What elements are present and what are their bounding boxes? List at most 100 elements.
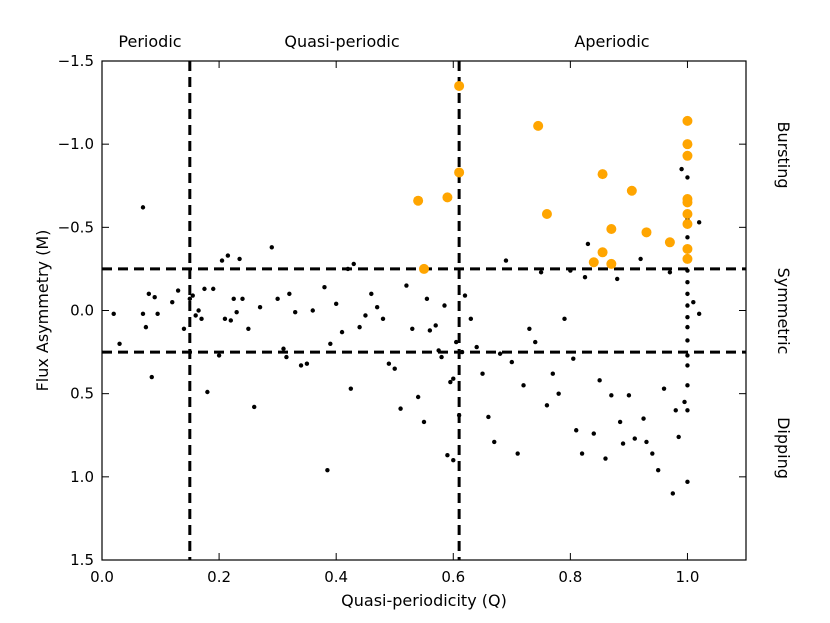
data-point xyxy=(544,403,550,408)
data-point xyxy=(196,308,201,313)
data-point xyxy=(424,296,430,302)
data-point xyxy=(574,428,579,433)
data-point xyxy=(685,363,690,368)
data-point xyxy=(650,451,655,456)
data-point xyxy=(310,308,315,313)
region-label-quasi-periodic: Quasi-periodic xyxy=(284,32,399,51)
data-point xyxy=(685,353,690,358)
data-point xyxy=(696,220,702,225)
data-point xyxy=(205,389,210,395)
data-point xyxy=(568,268,573,273)
data-point xyxy=(202,286,207,292)
data-point xyxy=(117,341,122,346)
data-point xyxy=(252,404,257,410)
data-point xyxy=(685,235,690,240)
data-point xyxy=(571,356,576,361)
data-point xyxy=(190,293,195,298)
x-axis-label: Quasi-periodicity (Q) xyxy=(341,591,507,610)
data-point xyxy=(146,291,152,297)
burster-point xyxy=(664,237,675,248)
data-point xyxy=(509,359,515,365)
data-point xyxy=(380,316,386,322)
burster-point xyxy=(588,257,599,268)
data-point xyxy=(404,283,409,288)
y-tick-label: 1.5 xyxy=(70,551,94,569)
data-point xyxy=(480,371,485,376)
data-point xyxy=(617,419,623,425)
data-point xyxy=(670,491,676,496)
data-point xyxy=(298,363,304,368)
data-point xyxy=(644,439,649,445)
data-point xyxy=(685,383,690,388)
data-point xyxy=(451,376,456,381)
data-point xyxy=(667,270,673,275)
data-point xyxy=(225,253,231,258)
data-point xyxy=(442,303,447,308)
data-point xyxy=(140,205,146,210)
data-point xyxy=(685,479,690,485)
data-point xyxy=(521,383,526,388)
region-label-bursting: Bursting xyxy=(774,121,793,188)
data-point xyxy=(597,378,602,383)
data-point xyxy=(281,346,286,351)
data-point xyxy=(392,366,397,371)
burster-point xyxy=(682,115,693,126)
data-point xyxy=(456,413,462,418)
data-point xyxy=(550,371,555,376)
data-point xyxy=(293,309,298,315)
region-label-symmetric: Symmetric xyxy=(774,268,793,355)
data-point xyxy=(421,419,427,425)
data-point xyxy=(240,296,245,302)
data-point xyxy=(685,408,690,413)
data-point xyxy=(216,353,222,358)
burster-point xyxy=(682,150,693,161)
data-point xyxy=(459,349,465,355)
burster-point xyxy=(533,120,544,131)
burster-point xyxy=(682,219,693,230)
data-point xyxy=(556,391,561,396)
data-point xyxy=(410,326,415,331)
data-point xyxy=(655,467,661,473)
data-point xyxy=(603,456,608,461)
data-point xyxy=(632,436,637,441)
burster-point xyxy=(454,167,465,178)
data-point xyxy=(398,406,403,411)
data-point xyxy=(439,354,444,360)
burster-point xyxy=(682,139,693,150)
y-tick-label: −1.0 xyxy=(58,135,94,153)
points-layer xyxy=(111,80,702,496)
data-point xyxy=(696,311,702,317)
data-point xyxy=(175,288,181,293)
data-point xyxy=(641,416,646,421)
data-point xyxy=(454,339,459,345)
data-point xyxy=(445,453,450,458)
burster-point xyxy=(606,258,617,269)
burster-point xyxy=(682,253,693,264)
data-point xyxy=(369,291,374,297)
data-point xyxy=(427,328,433,333)
data-point xyxy=(620,441,626,446)
data-point xyxy=(579,451,585,456)
data-point xyxy=(436,348,441,353)
data-point xyxy=(231,296,236,302)
burster-point xyxy=(682,197,693,208)
data-point xyxy=(685,268,690,273)
data-point xyxy=(187,296,193,302)
data-point xyxy=(661,386,667,391)
burster-point xyxy=(541,209,552,220)
data-point xyxy=(676,434,681,440)
data-point xyxy=(304,361,310,366)
data-point xyxy=(462,293,468,298)
data-point xyxy=(451,458,456,463)
data-point xyxy=(468,316,474,322)
data-point xyxy=(679,166,684,172)
data-point xyxy=(333,301,339,307)
burster-point xyxy=(597,169,608,180)
data-point xyxy=(497,351,503,356)
data-point xyxy=(685,303,690,308)
data-point xyxy=(527,326,532,331)
data-point xyxy=(228,318,233,323)
burster-point xyxy=(682,243,693,254)
